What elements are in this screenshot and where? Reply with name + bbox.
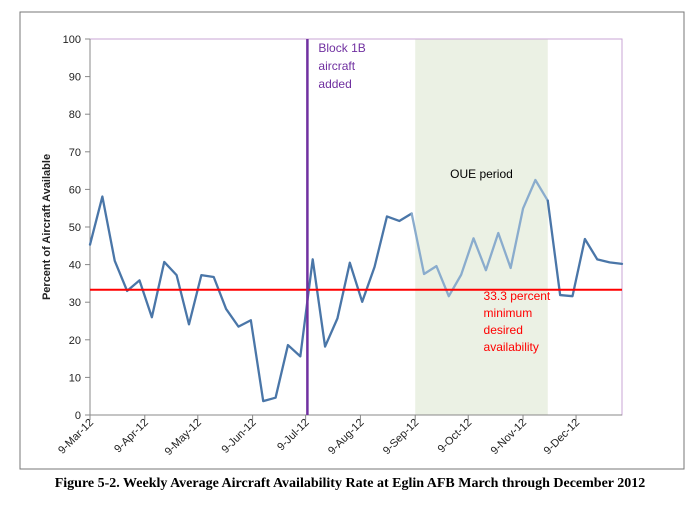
y-tick-label: 90 bbox=[69, 72, 81, 84]
y-tick-label: 10 bbox=[69, 372, 81, 384]
chart-frame bbox=[19, 11, 685, 470]
y-tick-label: 80 bbox=[69, 109, 81, 121]
y-axis-label: Percent of Aircraft Available bbox=[41, 154, 53, 300]
series-group bbox=[88, 178, 624, 403]
y-tick-label: 40 bbox=[69, 260, 81, 272]
y-tick-label: 0 bbox=[75, 410, 81, 422]
figure-caption: Figure 5-2. Weekly Average Aircraft Avai… bbox=[54, 476, 646, 491]
y-tick-label: 70 bbox=[69, 147, 81, 159]
block-1b-annotation: Block 1B aircraft added bbox=[318, 41, 365, 91]
oue-period-label: OUE period bbox=[450, 167, 513, 181]
y-tick-label: 100 bbox=[63, 34, 81, 46]
y-tick-label: 20 bbox=[69, 335, 81, 347]
y-tick-label: 50 bbox=[69, 222, 81, 234]
oue-period-band bbox=[415, 39, 548, 415]
series-line-2 bbox=[410, 178, 549, 298]
series-line-3 bbox=[546, 199, 624, 298]
minimum-availability-annotation: 33.3 percent minimum desired availability bbox=[484, 289, 551, 354]
y-axis: 0 10 20 30 40 50 60 70 80 90 100 bbox=[63, 34, 91, 422]
y-tick-label: 30 bbox=[69, 297, 81, 309]
series-line-1 bbox=[88, 195, 413, 403]
y-tick-label: 60 bbox=[69, 184, 81, 196]
